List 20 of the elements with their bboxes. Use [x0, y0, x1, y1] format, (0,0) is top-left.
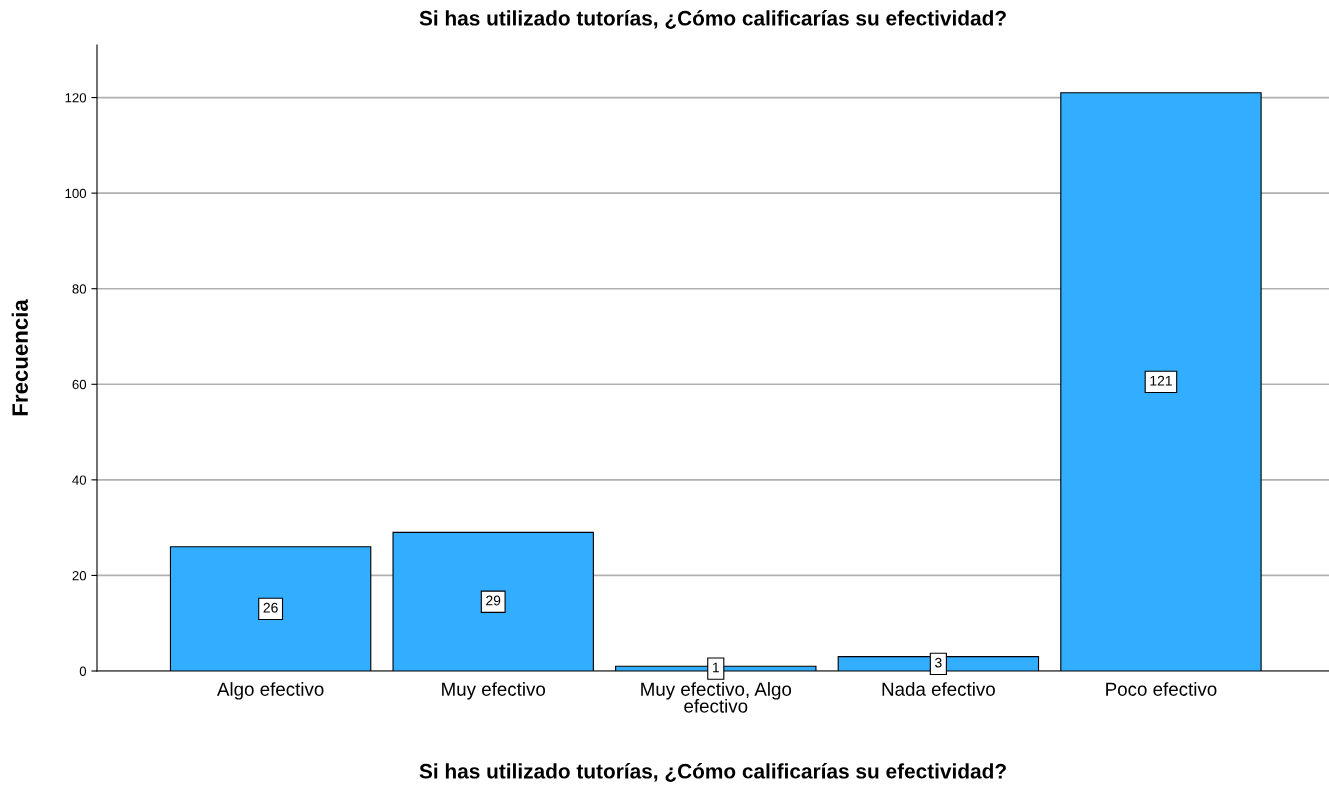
- y-tick-label: 0: [79, 666, 87, 676]
- data-label: 1: [712, 662, 719, 673]
- x-tick-label: Poco efectivo: [1106, 682, 1217, 696]
- y-tick-label: 40: [72, 475, 87, 485]
- data-label: 29: [486, 595, 501, 606]
- x-tick-label: Muy efectivo, Algo efectivo: [641, 682, 792, 713]
- data-label: 3: [935, 657, 942, 668]
- data-label: 26: [263, 602, 278, 613]
- y-tick-label: 20: [72, 570, 87, 581]
- data-label: 121: [1150, 375, 1172, 386]
- x-axis-title: Si has utilizado tutorías, ¿Cómo calificarías su efectividad?: [419, 763, 1006, 782]
- y-axis-title: Frecuencia: [11, 299, 28, 416]
- y-tick-label: 100: [65, 188, 87, 199]
- x-tick-label: Nada efectivo: [882, 682, 995, 696]
- y-tick-label: 120: [65, 93, 87, 103]
- x-tick-label: Muy efectivo: [442, 682, 546, 700]
- y-tick-label: 80: [72, 284, 87, 294]
- x-tick-label: Algo efectivo: [216, 682, 324, 700]
- y-tick-label: 60: [72, 379, 87, 390]
- chart-title: Si has utilizado tutorías, ¿Cómo calificarías su efectividad?: [419, 10, 1006, 29]
